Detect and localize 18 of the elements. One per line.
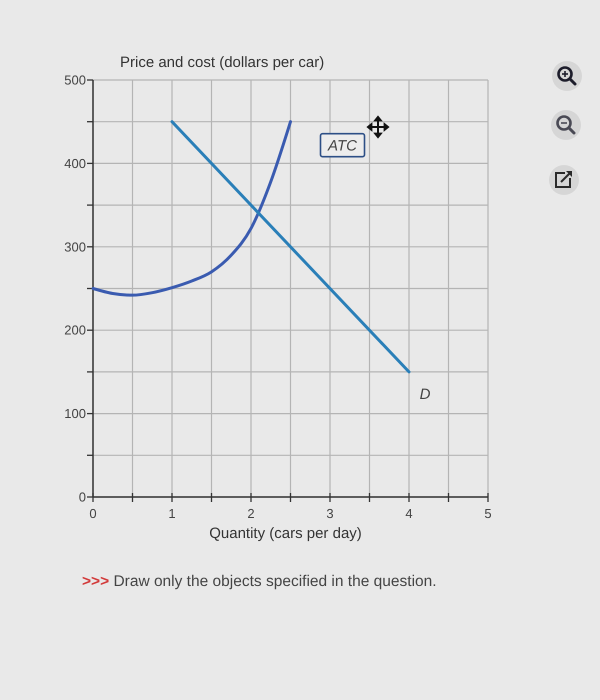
x-tick-label: 0 — [89, 506, 97, 521]
x-tick-label: 5 — [484, 506, 492, 521]
x-tick-label: 1 — [168, 506, 176, 521]
x-axis-title: Quantity (cars per day) — [209, 525, 362, 542]
y-axis-title: Price and cost (dollars per car) — [120, 54, 324, 71]
x-tick-label: 2 — [247, 506, 255, 521]
text: ATC — [327, 138, 358, 155]
line-series — [92, 120, 292, 297]
x-tick-label: 3 — [326, 506, 334, 521]
y-tick-label: 200 — [64, 322, 86, 338]
x-tick-label: 4 — [405, 506, 413, 521]
series-label: D — [420, 386, 431, 403]
y-tick-label: 100 — [64, 406, 86, 422]
text: >>> Draw only the objects specified in the question. — [82, 573, 437, 590]
y-tick-label: 500 — [64, 72, 86, 88]
y-tick-label: 400 — [64, 156, 86, 171]
y-tick-label: 0 — [78, 490, 86, 504]
y-tick-label: 300 — [64, 239, 86, 254]
